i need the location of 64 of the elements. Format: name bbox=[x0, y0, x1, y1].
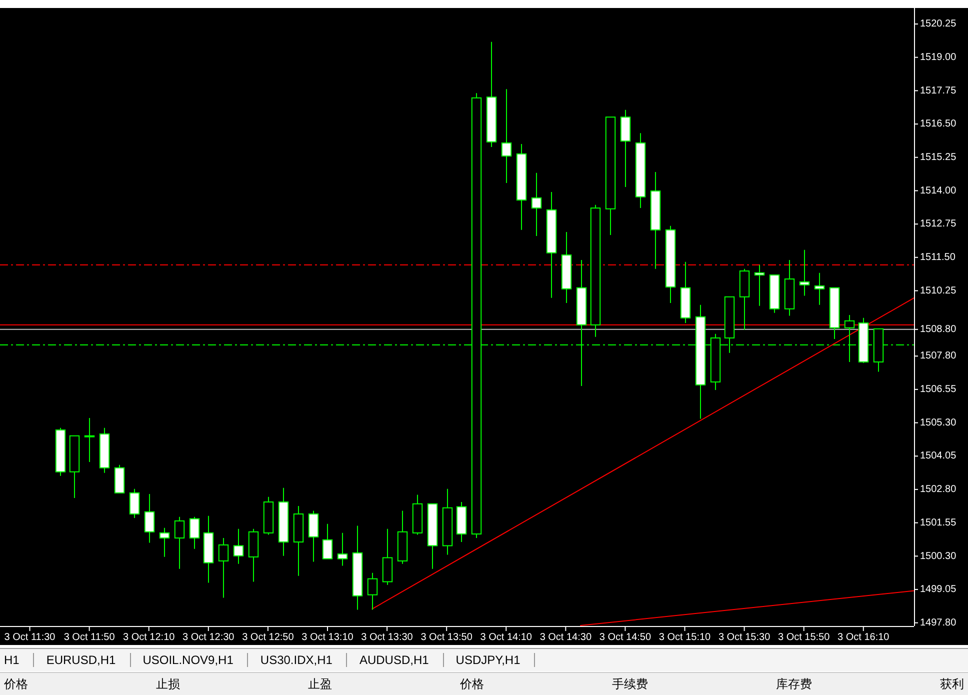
candlestick bbox=[337, 532, 348, 566]
x-tick-label: 3 Oct 12:50 bbox=[242, 632, 294, 643]
text: 价格 bbox=[3, 676, 29, 693]
candlestick bbox=[814, 272, 825, 306]
x-tick-label: 3 Oct 13:30 bbox=[361, 632, 414, 643]
y-tick-label: 1510.25 bbox=[920, 285, 957, 296]
candlestick bbox=[129, 488, 140, 518]
x-tick-label: 3 Oct 14:50 bbox=[599, 632, 652, 643]
y-tick-label: 1500.30 bbox=[920, 550, 957, 562]
text: 手续费 bbox=[611, 676, 649, 693]
y-tick-label: 1507.80 bbox=[920, 350, 957, 362]
x-tick-label: 3 Oct 15:50 bbox=[778, 632, 830, 643]
y-tick-label: 1505.30 bbox=[920, 417, 957, 428]
text: 价格 bbox=[459, 676, 485, 693]
x-tick-label: 3 Oct 11:50 bbox=[64, 632, 116, 643]
x-tick-label: 3 Oct 15:30 bbox=[718, 632, 771, 643]
text: H1 bbox=[0, 653, 34, 667]
y-tick-label: 1506.55 bbox=[920, 384, 957, 396]
x-tick-label: 3 Oct 13:10 bbox=[302, 632, 354, 643]
candlestick bbox=[144, 493, 155, 544]
text: USDJPY,H1 bbox=[452, 653, 536, 667]
x-tick-label: 3 Oct 15:10 bbox=[658, 632, 712, 643]
text: 止损 bbox=[155, 676, 181, 693]
text: 库存费 bbox=[775, 676, 813, 693]
y-tick-label: 1511.50 bbox=[920, 252, 956, 264]
y-tick-label: 1520.25 bbox=[920, 18, 957, 30]
candlestick bbox=[322, 523, 333, 560]
candlestick bbox=[189, 516, 200, 550]
y-tick-label: 1508.80 bbox=[920, 324, 957, 336]
x-tick-label: 3 Oct 11:30 bbox=[4, 632, 56, 643]
candlestick bbox=[174, 516, 185, 570]
candlestick bbox=[367, 572, 378, 610]
x-tick-label: 3 Oct 16:10 bbox=[838, 632, 890, 643]
y-tick-label: 1497.80 bbox=[920, 617, 957, 628]
y-tick-label: 1517.75 bbox=[920, 85, 957, 96]
x-tick-label: 3 Oct 12:10 bbox=[123, 632, 176, 643]
y-tick-label: 1502.80 bbox=[920, 484, 957, 496]
y-tick-label: 1514.00 bbox=[920, 185, 957, 196]
candlestick bbox=[799, 249, 810, 296]
text: US30.IDX,H1 bbox=[256, 653, 348, 667]
x-tick-label: 3 Oct 12:30 bbox=[182, 632, 235, 643]
x-tick-label: 3 Oct 14:30 bbox=[540, 632, 592, 643]
text: AUDUSD,H1 bbox=[355, 653, 444, 667]
candlestick bbox=[531, 172, 542, 237]
y-tick-label: 1516.50 bbox=[920, 118, 957, 130]
text: USOIL.NOV9,H1 bbox=[138, 653, 248, 667]
text: EURUSD,H1 bbox=[42, 653, 131, 667]
candlestick bbox=[308, 510, 319, 562]
candlestick bbox=[218, 537, 229, 598]
y-tick-label: 1501.55 bbox=[920, 517, 957, 528]
text: 获利 bbox=[939, 676, 965, 693]
x-tick-label: 3 Oct 14:10 bbox=[480, 632, 532, 643]
y-tick-label: 1504.05 bbox=[920, 450, 957, 462]
candlestick bbox=[84, 417, 95, 462]
x-tick-label: 3 Oct 13:50 bbox=[420, 632, 473, 643]
y-tick-label: 1499.05 bbox=[920, 584, 957, 596]
candlestick bbox=[159, 527, 170, 558]
candlestick bbox=[233, 528, 244, 564]
text: 止盈 bbox=[307, 676, 333, 693]
y-tick-label: 1519.00 bbox=[920, 52, 957, 63]
candlestick bbox=[754, 264, 765, 306]
y-tick-label: 1512.75 bbox=[920, 218, 957, 230]
candlestick bbox=[501, 88, 512, 184]
y-tick-label: 1515.25 bbox=[920, 152, 957, 164]
